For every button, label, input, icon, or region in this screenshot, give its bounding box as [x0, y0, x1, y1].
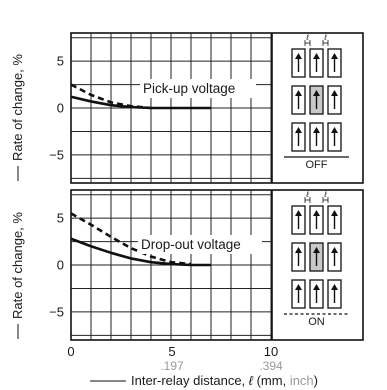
series-solid-line	[70, 95, 211, 110]
relay-arrow-head	[331, 247, 338, 253]
panel-dropout-annotation: Drop-out voltage	[141, 237, 241, 252]
panel-pickup-grid	[71, 33, 272, 183]
series-dashed-line	[70, 212, 192, 266]
x-tick-10: 10	[264, 344, 278, 359]
panel-pickup-yticks: 5 0 −5	[49, 54, 64, 163]
y-axis-label-bottom: Rate of change, %	[10, 212, 25, 319]
relay-arrow-head	[313, 247, 320, 253]
y-tick-label: 0	[57, 258, 64, 273]
y-axis-label-bottom-group: Rate of change, %	[10, 212, 25, 339]
relay-arrow-head	[313, 127, 320, 133]
panel-dropout-annotation-bg	[138, 235, 262, 254]
y-axis-label-top: Rate of change, %	[10, 54, 25, 161]
relay-arrow-head	[331, 284, 338, 290]
y-tick-label: −5	[49, 304, 64, 319]
state-label: OFF	[306, 159, 328, 171]
relay-arrow-head	[295, 247, 302, 253]
gap-label: ℓ	[305, 33, 309, 42]
x-tick-inch-197: .197	[160, 359, 184, 373]
x-tick-inch-394: .394	[259, 359, 283, 373]
x-tick-5: 5	[168, 344, 175, 359]
relay-arrow-head	[331, 127, 338, 133]
relay-arrow-head	[313, 90, 320, 96]
panel-dropout-yticks: 5 0 −5	[49, 211, 64, 320]
panel-dropout: Drop-out voltage 5 0 −5 ℓ ℓ ON	[49, 189, 364, 341]
y-tick-label: 5	[57, 211, 64, 226]
inset-on: ℓ ℓ ON	[271, 190, 349, 340]
relay-arrow-head	[295, 284, 302, 290]
x-tick-0: 0	[67, 344, 74, 359]
relay-arrow-head	[313, 210, 320, 216]
panel-pickup: Pick-up voltage 5 0 −5 ℓ ℓ OFF	[49, 32, 364, 184]
relay-arrow-head	[331, 210, 338, 216]
relay-arrow-head	[331, 53, 338, 59]
gap-label: ℓ	[323, 33, 327, 42]
panel-dropout-series	[70, 212, 211, 267]
relay-arrow-head	[295, 53, 302, 59]
y-tick-label: −5	[49, 147, 64, 162]
relay-arrow-head	[295, 127, 302, 133]
x-axis: 0 5 10 .197 .394 Inter-relay distance, ℓ…	[67, 344, 318, 388]
gap-label: ℓ	[323, 190, 327, 199]
panel-pickup-annotation-bg	[140, 79, 256, 98]
relay-arrow-head	[295, 210, 302, 216]
y-tick-label: 5	[57, 54, 64, 69]
relay-arrow-head	[313, 53, 320, 59]
relay-arrow-head	[295, 90, 302, 96]
state-label: ON	[308, 316, 325, 328]
relay-arrow-head	[331, 90, 338, 96]
series-solid-line	[70, 237, 211, 267]
relay-arrow-head	[313, 284, 320, 290]
panel-pickup-annotation: Pick-up voltage	[143, 81, 235, 96]
panel-pickup-series	[70, 83, 211, 110]
y-tick-label: 0	[57, 101, 64, 116]
inset-off: ℓ ℓ OFF	[271, 33, 349, 183]
x-axis-label: Inter-relay distance, ℓ (mm, inch)	[131, 373, 318, 388]
y-axis-label-top-group: Rate of change, %	[10, 54, 25, 181]
gap-label: ℓ	[305, 190, 309, 199]
